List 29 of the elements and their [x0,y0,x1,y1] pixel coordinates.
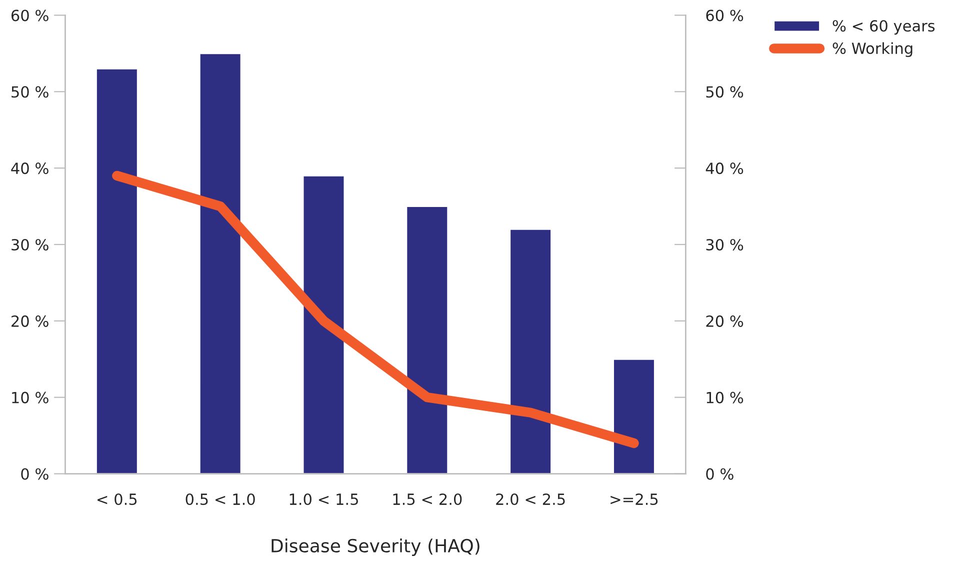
y-tick-label: 50 % [12,86,48,98]
x-tick-label: 2.0 < 2.5 [496,493,565,506]
y2-tick-label: 40 % [706,162,744,174]
y2-tick-label: 10 % [706,392,744,404]
x-axis-title: Disease Severity (HAQ) [272,538,480,556]
y-tick-label: 40 % [11,162,48,174]
bar [509,228,552,474]
bar [406,206,449,474]
legend-label: % Working [832,42,912,58]
bar [612,358,656,474]
y-tick-label: 30 % [12,238,48,251]
y2-tick-label: 0 % [706,468,734,480]
y2-tick-label: 20 % [706,315,744,327]
y-tick-label: 10 % [12,392,48,404]
bar [198,52,242,474]
y-tick-label: 0 % [21,468,48,480]
bar [302,175,346,474]
x-tick-label: 0.5 < 1.0 [186,493,255,506]
x-tick-label: < 0.5 [98,493,137,506]
legend-label: % < 60 years [832,20,935,35]
x-tick-label: 1.5 < 2.0 [393,493,462,506]
y2-tick-label: 60 % [706,10,744,22]
y-tick-label: 60 % [11,10,48,22]
x-tick-label: 1.0 < 1.5 [290,493,358,506]
bar [96,68,138,474]
y2-tick-label: 50 % [706,86,744,98]
y2-tick-label: 30 % [706,238,744,251]
x-tick-label: >=2.5 [610,493,658,506]
y-tick-label: 20 % [12,315,48,327]
